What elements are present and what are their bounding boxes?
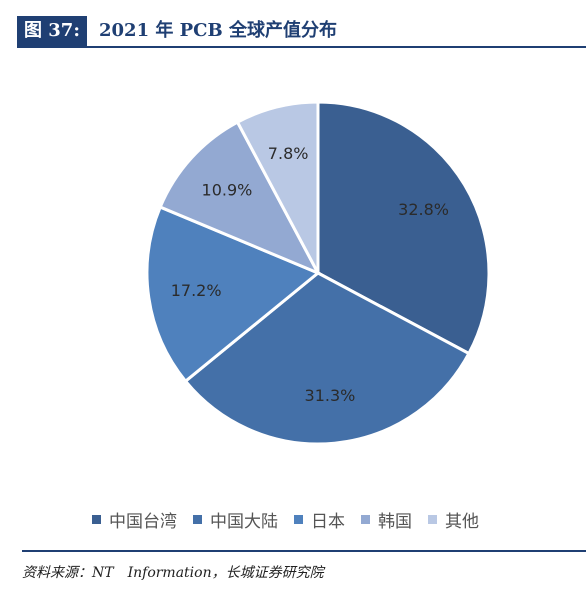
legend-label: 中国大陆 (210, 511, 278, 532)
legend-item: 中国台湾 (92, 507, 177, 532)
legend-swatch (193, 514, 202, 524)
slice-label-1: 32.8% (398, 200, 449, 219)
slice-label-2: 31.3% (305, 386, 356, 405)
figure-header: 图 37: 2021 年 PCB 全球产值分布 (17, 16, 586, 48)
slice-label-5: 7.8% (268, 144, 309, 163)
legend-item: 韩国 (361, 507, 412, 532)
legend-item: 日本 (294, 507, 345, 532)
legend-swatch (361, 514, 370, 524)
pie-slice-2 (183, 271, 471, 446)
slice-label-3: 17.2% (171, 281, 222, 300)
legend-label: 韩国 (378, 511, 412, 532)
figure-label: 图 37: (17, 16, 87, 46)
legend: 中国台湾 中国大陆 日本 韩国 其他 (92, 505, 495, 533)
source-note: 资料来源：NT Information，长城证券研究院 (22, 565, 324, 581)
header-rule (17, 46, 586, 48)
legend-item: 中国大陆 (193, 507, 278, 532)
legend-label: 中国台湾 (109, 511, 177, 532)
legend-swatch (92, 514, 101, 524)
legend-item: 其他 (428, 507, 479, 532)
legend-swatch (294, 514, 303, 524)
pie-slice-3 (145, 205, 321, 384)
legend-swatch (428, 514, 437, 524)
legend-label: 其他 (445, 511, 479, 532)
footer-rule (22, 550, 586, 552)
pie-slice-5 (235, 100, 320, 274)
slice-label-4: 10.9% (202, 181, 253, 200)
legend-label: 日本 (311, 511, 345, 532)
chart-title: 2021 年 PCB 全球产值分布 (99, 20, 337, 41)
pie-chart: 32.8% 31.3% 17.2% 10.9% 7.8% (145, 100, 491, 446)
pie-slice-4 (158, 120, 322, 277)
pie-slice-1 (316, 100, 491, 356)
